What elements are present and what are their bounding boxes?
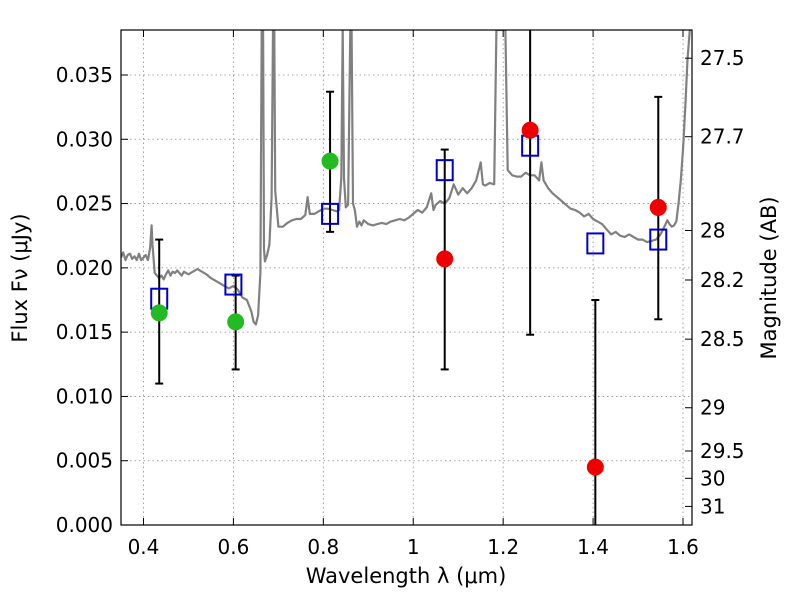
x-tick-label: 1 (407, 535, 420, 559)
model-spectrum-line (121, 30, 691, 326)
observed-flux-point (521, 121, 539, 139)
observed-flux-point (227, 313, 245, 331)
y-tick-label: 0.030 (56, 127, 113, 151)
y2-tick-label: 28.2 (700, 268, 745, 292)
plot-frame (120, 29, 693, 526)
y-tick-label: 0.035 (56, 63, 113, 87)
y-tick-label: 0.000 (56, 513, 113, 537)
x-tick-label: 1.6 (667, 535, 699, 559)
y-tick-label: 0.020 (56, 256, 113, 280)
grid-lines (121, 30, 692, 526)
y2-tick-label: 31 (700, 494, 725, 518)
y-tick-label: 0.025 (56, 192, 113, 216)
x-axis-label: Wavelength λ (μm) (306, 564, 507, 588)
x-tick-label: 1.2 (487, 535, 519, 559)
y2-tick-label: 27.5 (700, 46, 745, 70)
model-flux-square (435, 159, 454, 182)
y-axis-label: Flux Fν (μJy) (8, 213, 32, 342)
y2-tick-label: 29.5 (700, 439, 745, 463)
model-spectrum (121, 30, 691, 326)
y2-tick-label: 28 (700, 218, 725, 242)
observed-flux-point (321, 152, 339, 170)
y2-tick-label: 29 (700, 396, 725, 420)
y2-axis-label: Magnitude (AB) (757, 196, 781, 359)
y-tick-label: 0.010 (56, 384, 113, 408)
x-tick-label: 0.6 (217, 535, 249, 559)
y2-tick-label: 30 (700, 466, 725, 490)
observed-flux-point (649, 198, 667, 216)
x-tick-label: 0.4 (128, 535, 160, 559)
model-flux-square (586, 232, 605, 255)
observed-flux-markers (150, 121, 667, 476)
observed-flux-point (436, 250, 454, 268)
observed-flux-point (586, 458, 604, 476)
tick-labels: 0.4 0.6 0.8 1 1.2 1.4 1.6 0.000 0.005 0.010 0.015 0… (56, 46, 745, 559)
y2-tick-label: 28.5 (700, 327, 745, 351)
x-tick-label: 1.4 (577, 535, 609, 559)
observed-flux-point (150, 304, 168, 322)
axis-ticks (121, 30, 692, 526)
y-tick-label: 0.005 (56, 449, 113, 473)
y-tick-label: 0.015 (56, 320, 113, 344)
model-flux-square (321, 202, 340, 225)
x-tick-label: 0.8 (307, 535, 339, 559)
model-flux-square (224, 273, 243, 296)
model-flux-square (649, 228, 668, 251)
y2-tick-label: 27.7 (700, 125, 745, 149)
